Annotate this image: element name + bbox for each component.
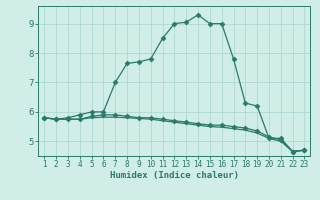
X-axis label: Humidex (Indice chaleur): Humidex (Indice chaleur) [110, 171, 239, 180]
